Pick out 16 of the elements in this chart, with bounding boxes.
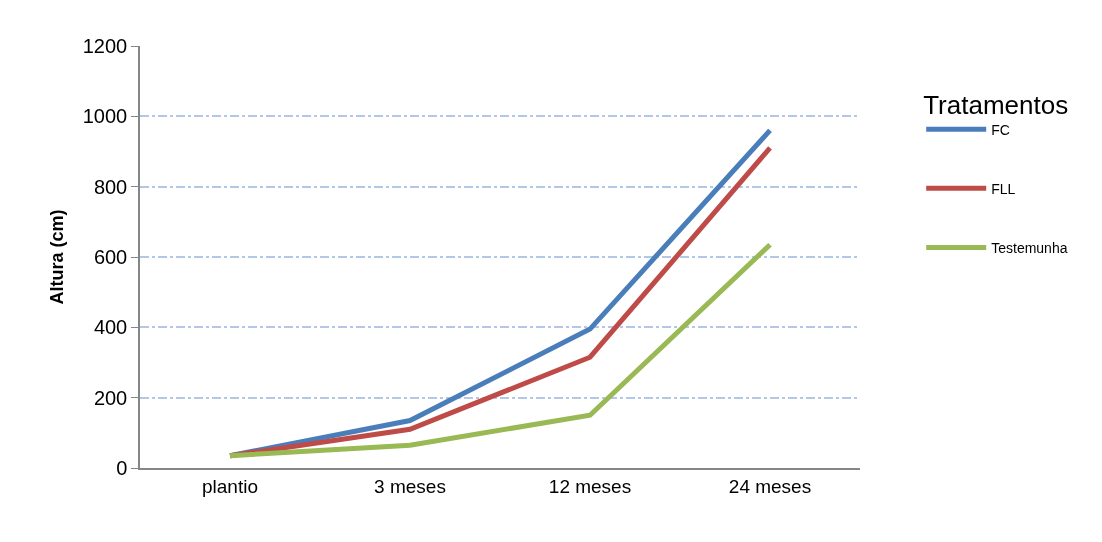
y-tick-label: 1000 [82,105,128,128]
y-axis-title: Altura (cm) [47,209,68,305]
y-tick-label: 600 [93,246,128,268]
y-tick-label: 0 [116,457,128,479]
x-tick-label: plantio [202,475,258,497]
x-tick-label: 24 meses [728,475,812,497]
y-tick-label: 800 [93,175,128,198]
legend-title: Tratamentos [923,89,1069,120]
y-tick-label: 400 [93,316,128,339]
legend-label: FC [991,121,1010,138]
y-tick-label: 1200 [82,35,128,57]
x-tick-label: 3 meses [374,475,446,497]
legend-label: Testemunha [991,240,1068,257]
y-tick-label: 200 [93,386,128,409]
x-tick-label: 12 meses [548,475,632,497]
legend-label: FLL [991,180,1016,197]
